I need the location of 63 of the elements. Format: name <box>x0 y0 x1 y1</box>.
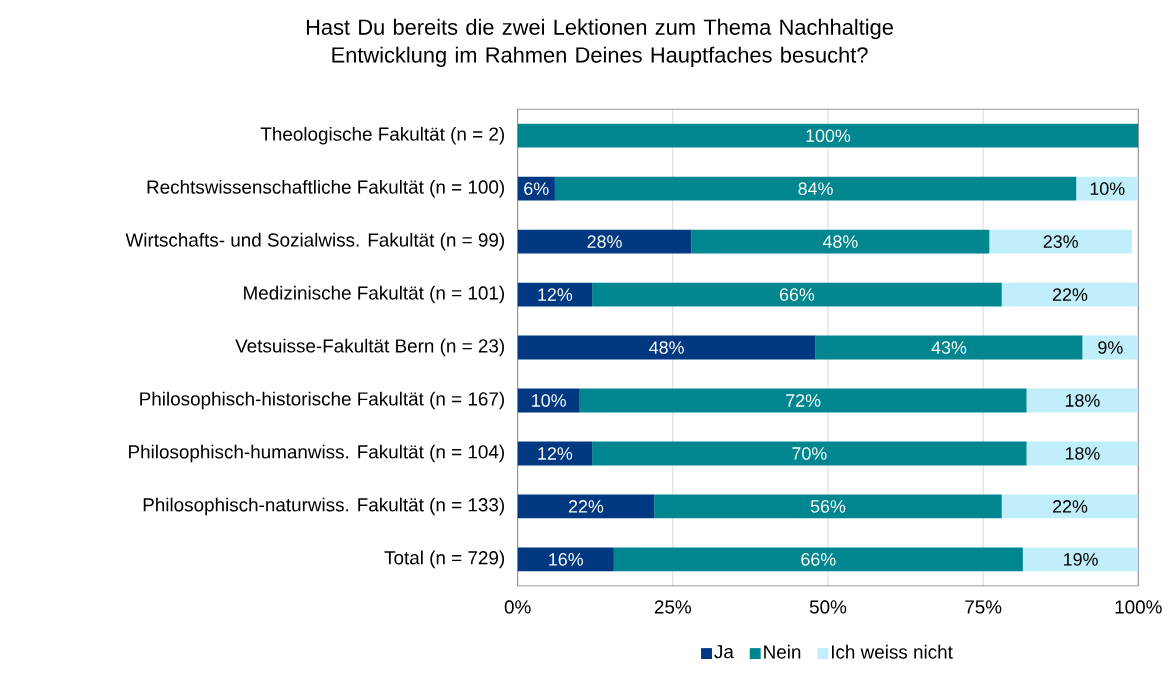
x-tick-label: 25% <box>654 600 692 614</box>
y-tick-label: Medizinische Fakultät (n = 101) <box>244 285 504 304</box>
y-tick-label: Philosophisch-naturwiss. Fakultät (n = 133) <box>143 497 504 516</box>
data-label: 22% <box>1053 500 1088 513</box>
bar <box>1001 282 1139 307</box>
data-label: 66% <box>801 552 836 566</box>
data-label: 19% <box>1064 552 1098 566</box>
bar <box>579 388 1027 413</box>
x-tick-label: 100% <box>1115 600 1162 614</box>
data-label: 48% <box>649 341 684 354</box>
data-label: 18% <box>1065 394 1100 407</box>
bar <box>1001 494 1139 519</box>
y-tick-label: Wirtschafts- und Sozialwiss. Fakultät (n = 99) <box>125 232 504 251</box>
bar <box>1026 388 1139 413</box>
x-tick-label: 50% <box>809 600 847 614</box>
x-tick-label: 75% <box>965 600 1002 614</box>
data-label: 18% <box>1065 447 1100 460</box>
y-tick-label: Philosophisch-humanwiss. Fakultät (n = 104) <box>129 444 504 463</box>
legend-label: Nein <box>764 644 801 659</box>
data-label: 100% <box>806 129 851 142</box>
bar <box>592 441 1027 466</box>
data-label: 12% <box>538 447 573 460</box>
data-label: 70% <box>792 447 827 460</box>
y-tick-label: Rechtswissenschaftliche Fakultät (n = 100) <box>147 179 504 198</box>
bar <box>815 335 1083 360</box>
bar <box>654 494 1002 519</box>
bar <box>1026 441 1139 466</box>
data-label: 22% <box>1053 288 1088 301</box>
y-tick-label: Philosophisch-historische Fakultät (n = 167) <box>140 391 504 410</box>
bar <box>1076 176 1139 201</box>
legend-label: Ja <box>714 645 734 659</box>
bar <box>517 547 614 572</box>
chart-title: Hast Du bereits die zwei Lektionen zum Thema Nachhaltige Entwicklung im Rahmen Deines Hauptfaches besucht? <box>306 18 893 67</box>
bar <box>691 229 990 254</box>
data-label: 6% <box>524 182 549 195</box>
data-label: 10% <box>532 394 566 407</box>
y-tick-label: Vetsuisse-Fakultät Bern (n = 23) <box>235 338 505 357</box>
bar <box>989 229 1133 254</box>
bar <box>1022 547 1139 572</box>
bar <box>592 282 1002 307</box>
data-label: 56% <box>810 499 846 513</box>
legend-label: Ich weiss nicht <box>831 644 953 659</box>
data-label: 10% <box>1090 182 1125 195</box>
bar <box>554 176 1077 201</box>
data-label: 12% <box>538 288 573 301</box>
bar <box>613 547 1023 572</box>
data-label: 43% <box>931 341 967 354</box>
data-label: 84% <box>798 182 833 195</box>
bar <box>517 123 1139 148</box>
x-tick-label: 0% <box>504 600 531 614</box>
bar <box>517 229 692 254</box>
data-label: 72% <box>786 394 821 407</box>
data-label: 66% <box>779 288 815 301</box>
data-label: 22% <box>568 500 604 513</box>
data-label: 9% <box>1098 341 1123 354</box>
data-label: 48% <box>822 235 858 248</box>
y-tick-label: Total (n = 729) <box>384 550 505 569</box>
bar <box>517 335 816 360</box>
y-tick-label: Theologische Fakultät (n = 2) <box>260 126 505 145</box>
data-label: 28% <box>587 235 622 248</box>
data-label: 16% <box>549 552 583 566</box>
data-label: 23% <box>1043 235 1078 248</box>
bar <box>517 494 655 519</box>
